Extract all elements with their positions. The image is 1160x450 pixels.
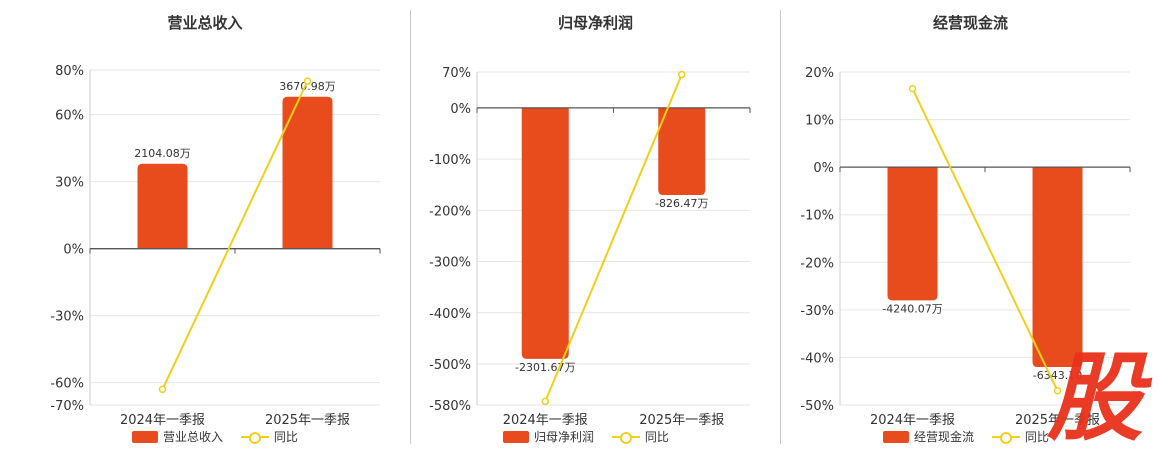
y-tick-label: -400% [429, 307, 471, 322]
x-category-label: 2025年一季报 [639, 413, 724, 428]
chart-panel-net-profit: 归母净利润 70% 0% -100% -200% -300% -400% -500% -580… [411, 0, 780, 450]
legend-bar-label: 归母净利润 [534, 430, 595, 444]
y-tick-label: -50% [800, 399, 834, 414]
x-category-label: 2025年一季报 [265, 413, 350, 428]
legend-item-yoy[interactable]: 同比 [611, 428, 669, 445]
bar [887, 167, 938, 301]
chart-legend: 营业总收入 同比 [132, 428, 312, 446]
legend-bar-swatch [883, 430, 909, 443]
legend-item-bar[interactable]: 营业总收入 [132, 428, 223, 445]
legend-bar-label: 营业总收入 [163, 430, 224, 444]
chart-title: 营业总收入 [167, 14, 243, 32]
y-tick-label: 30% [55, 176, 84, 191]
bar-data-label: -2301.67万 [515, 361, 575, 374]
bar-data-label: -4240.07万 [882, 302, 942, 315]
x-category-label: 2024年一季报 [870, 413, 955, 428]
chart-legend: 经营现金流 同比 [883, 428, 1063, 446]
chart-panel-revenue: 营业总收入 80% 60% 30% 0% -30% -60% -70% 2104.08万 367… [0, 0, 410, 450]
yoy-point [303, 77, 312, 85]
legend-bar-swatch [503, 430, 529, 443]
bar [521, 107, 569, 359]
y-tick-label: -10% [800, 209, 834, 224]
chart-svg-net-profit: 70% 0% -100% -200% -300% -400% -500% -580% -2301… [429, 66, 751, 428]
yoy-point [158, 385, 167, 394]
bar [658, 107, 706, 195]
y-tick-label: -100% [429, 153, 471, 168]
legend-item-bar[interactable]: 归母净利润 [503, 428, 594, 445]
yoy-point [541, 397, 549, 406]
legend-line-swatch [240, 431, 269, 444]
y-tick-label: -40% [800, 351, 834, 366]
legend-bar-label: 经营现金流 [914, 430, 975, 444]
legend-line-swatch [991, 431, 1020, 444]
y-tick-label: -500% [429, 358, 471, 373]
bar-data-label: 2104.08万 [134, 147, 191, 160]
legend-yoy-label: 同比 [273, 430, 298, 444]
panel-divider [780, 10, 781, 444]
legend-bar-swatch [132, 430, 158, 443]
y-tick-label: 60% [55, 109, 84, 124]
y-tick-label: -200% [429, 204, 471, 219]
legend-yoy-label: 同比 [1024, 430, 1049, 444]
y-tick-label: -20% [800, 256, 834, 271]
yoy-point [678, 70, 686, 79]
y-tick-label: 10% [805, 114, 834, 129]
legend-item-yoy[interactable]: 同比 [991, 428, 1049, 445]
yoy-point [1053, 386, 1062, 395]
y-tick-label: 0% [63, 243, 84, 258]
y-tick-label: 70% [442, 66, 471, 81]
gu-stock-logo-icon: 股 [1046, 342, 1153, 450]
yoy-line [161, 80, 309, 390]
bar [137, 163, 188, 249]
yoy-line [544, 74, 683, 402]
chart-title: 归母净利润 [557, 14, 633, 32]
y-tick-label: 0% [450, 102, 471, 117]
y-tick-label: -30% [50, 310, 84, 325]
x-category-label: 2024年一季报 [503, 413, 588, 428]
y-tick-label: -60% [50, 377, 84, 392]
chart-title: 经营现金流 [932, 14, 1008, 32]
yoy-point [908, 84, 917, 93]
y-tick-label: -70% [50, 399, 84, 414]
y-tick-label: -30% [800, 304, 834, 319]
legend-item-bar[interactable]: 经营现金流 [883, 428, 974, 445]
yoy-line [911, 88, 1059, 392]
chart-panel-cash-flow: 经营现金流 20% 10% 0% -10% -20% -30% -40% -50% -4240.… [781, 0, 1160, 450]
legend-line-swatch [611, 431, 640, 444]
chart-svg-revenue: 80% 60% 30% 0% -30% -60% -70% 2104.08万 3670.98万 2… [50, 64, 381, 428]
y-tick-label: 80% [55, 64, 84, 79]
y-tick-label: -580% [429, 399, 471, 414]
y-tick-label: -300% [429, 256, 471, 271]
legend-item-yoy[interactable]: 同比 [240, 428, 298, 445]
chart-legend: 归母净利润 同比 [503, 428, 683, 446]
bar-data-label: 3670.98万 [279, 80, 336, 93]
bar [282, 96, 333, 249]
y-tick-label: 20% [805, 66, 834, 81]
bar-data-label: -6343.10 [1033, 369, 1082, 382]
bar-data-label: -826.47万 [655, 197, 708, 210]
x-category-label: 2024年一季报 [120, 413, 205, 428]
legend-yoy-label: 同比 [644, 430, 669, 444]
x-category-label: 2025年一季报 [1015, 413, 1100, 428]
chart-svg-cash-flow: 20% 10% 0% -10% -20% -30% -40% -50% -4240.07万 -63… [800, 66, 1131, 428]
panel-divider [410, 10, 411, 444]
bar [1032, 167, 1083, 367]
svg-text:股: 股 [1046, 342, 1153, 450]
y-tick-label: 0% [813, 161, 834, 176]
